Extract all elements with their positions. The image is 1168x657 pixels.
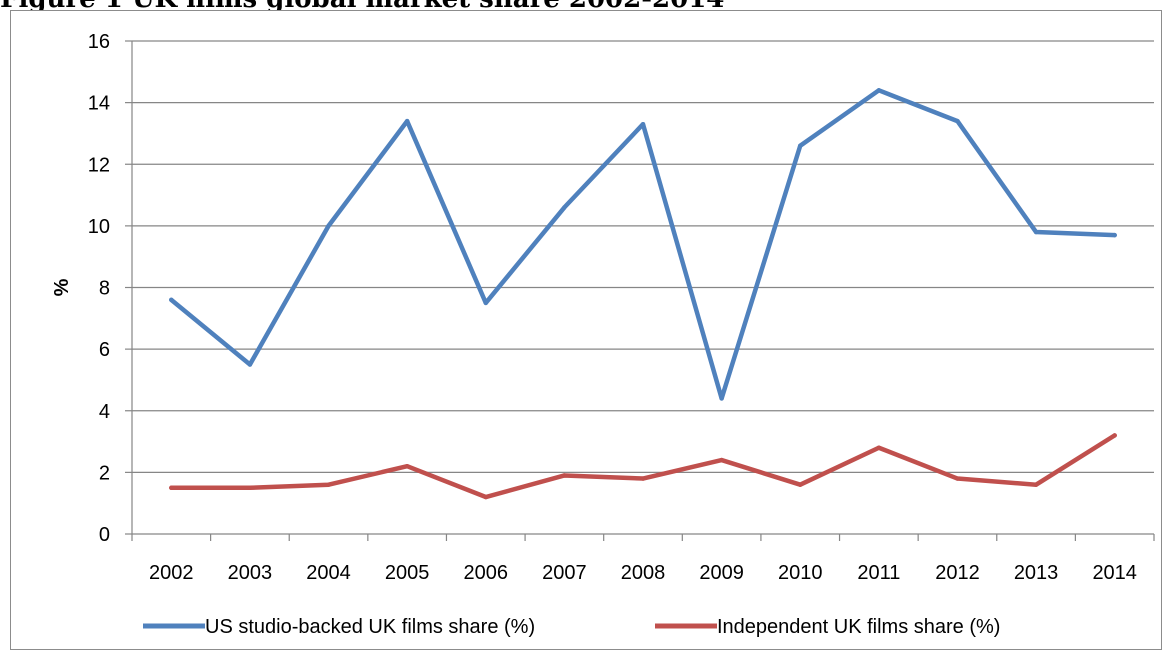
data-point [404, 464, 410, 469]
x-tick-label: 2010 [778, 562, 823, 584]
data-point [798, 143, 803, 148]
legend-entry: Independent UK films share (%) [717, 616, 1000, 638]
y-tick-label: 12 [88, 154, 110, 176]
data-point [640, 121, 646, 127]
x-tick-label: 2006 [464, 562, 509, 584]
series-line-1 [169, 88, 1117, 401]
series-line-2 [169, 433, 1117, 500]
data-point [798, 482, 803, 487]
data-point [247, 362, 253, 367]
data-point [955, 118, 960, 124]
y-tick-label: 2 [99, 462, 110, 484]
chart-frame [10, 10, 1162, 650]
data-point [876, 88, 882, 93]
x-tick-label: 2009 [699, 562, 744, 584]
y-tick-label: 10 [88, 216, 110, 238]
data-point [1033, 482, 1039, 487]
y-axis-label: % [51, 278, 73, 296]
data-point [955, 476, 960, 481]
legend-entry: US studio-backed UK films share (%) [205, 616, 535, 638]
x-tick-label: 2011 [857, 562, 900, 584]
y-tick-label: 8 [99, 278, 110, 300]
data-point [562, 473, 567, 478]
data-point [640, 476, 646, 481]
x-tick-label: 2002 [149, 562, 194, 584]
data-point [169, 485, 174, 490]
data-point [169, 297, 174, 303]
y-tick-label: 16 [88, 31, 110, 53]
x-tick-label: 2012 [935, 562, 980, 584]
legend: US studio-backed UK films share (%) Indep… [143, 616, 1000, 638]
data-point [326, 482, 331, 487]
data-point [719, 396, 724, 401]
series-lines [169, 88, 1117, 500]
y-tick-label: 4 [99, 401, 110, 423]
y-tick-label: 0 [99, 524, 110, 546]
data-point [719, 457, 724, 463]
y-tick-label: 14 [88, 93, 110, 115]
gridlines [132, 40, 1154, 473]
data-point [483, 300, 488, 306]
x-tick-label: 2008 [621, 562, 666, 584]
x-tick-label: 2013 [1014, 562, 1059, 584]
data-point [876, 445, 882, 450]
data-point [1033, 229, 1039, 235]
data-point [326, 223, 331, 229]
data-point [483, 494, 488, 500]
x-tick-label: 2005 [385, 562, 430, 584]
data-point [247, 485, 253, 490]
x-tick-labels: 2002 2003 2004 2005 2006 2007 2008 2009 2010 2011… [149, 562, 1137, 584]
x-tick-label: 2003 [228, 562, 273, 584]
data-point [562, 205, 567, 210]
x-tick-label: 2007 [542, 562, 587, 584]
data-point [1112, 232, 1117, 238]
axes [125, 40, 1155, 541]
data-point [1112, 433, 1117, 438]
data-point [404, 118, 410, 124]
x-tick-label: 2014 [1092, 562, 1137, 584]
y-tick-labels: 0 2 4 6 8 10 12 14 16 [88, 31, 110, 546]
x-tick-label: 2004 [306, 562, 351, 584]
y-tick-label: 6 [99, 339, 110, 361]
